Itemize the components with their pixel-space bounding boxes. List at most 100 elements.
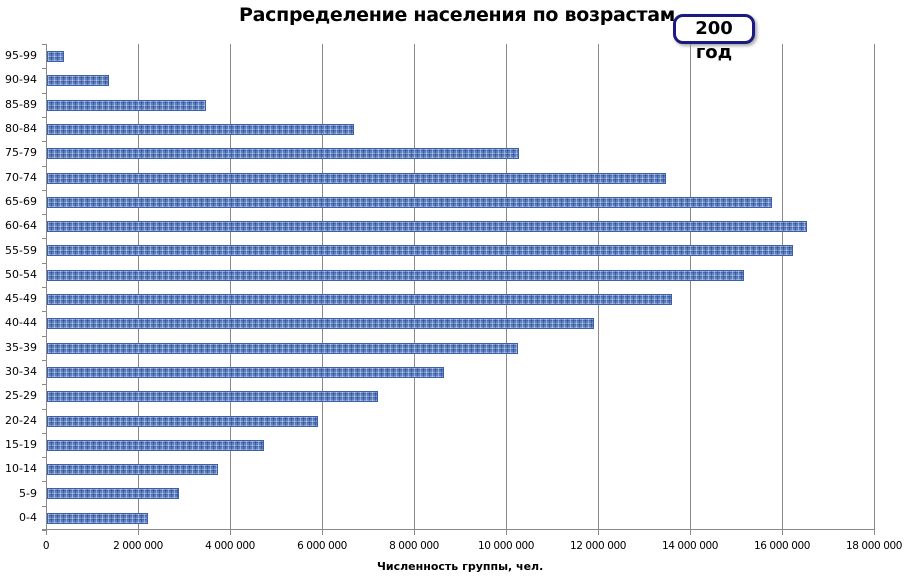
y-tick: [42, 141, 46, 143]
y-tick: [42, 287, 46, 288]
x-tick-label: 14 000 000: [661, 540, 719, 552]
chart-title: Распределение населения по возрастам: [0, 4, 908, 26]
year-badge: 200 год: [673, 14, 755, 63]
x-tick: [230, 530, 231, 535]
y-tick: [42, 238, 46, 240]
x-axis-line: [42, 529, 874, 530]
bar: [47, 439, 265, 451]
x-tick-label: 0: [42, 540, 50, 552]
gridline: [874, 44, 875, 530]
x-tick-label: 8 000 000: [389, 540, 439, 552]
bar-row: [46, 457, 874, 481]
category-label: 10-14: [5, 462, 37, 476]
category-label: 15-19: [5, 437, 37, 451]
x-tick-label: 2 000 000: [113, 540, 163, 552]
category-label: 80-84: [5, 122, 37, 136]
bar: [47, 366, 444, 378]
x-tick: [322, 530, 323, 535]
bar: [47, 269, 744, 281]
x-axis-title-text: Численность группы, чел.: [377, 560, 544, 573]
x-tick: [598, 530, 599, 535]
y-tick: [42, 311, 46, 313]
category-label: 40-44: [5, 316, 37, 330]
y-tick: [42, 214, 46, 216]
category-label: 65-69: [5, 194, 37, 208]
bar: [47, 221, 807, 233]
y-tick: [42, 408, 46, 410]
bar: [47, 294, 673, 305]
bar: [47, 488, 180, 500]
x-tick: [506, 530, 507, 535]
bar: [47, 342, 519, 354]
bar: [47, 196, 772, 208]
bar: [47, 512, 149, 524]
bar: [47, 51, 65, 62]
category-label: 50-54: [5, 267, 37, 281]
bar: [47, 415, 318, 427]
gridline: [414, 44, 415, 530]
bar-row: [46, 166, 874, 190]
gridline: [506, 44, 507, 530]
category-label: 35-39: [5, 340, 37, 354]
y-tick: [42, 530, 46, 531]
x-tick: [782, 530, 783, 535]
y-tick: [42, 262, 46, 264]
y-tick: [42, 432, 46, 434]
gridline: [230, 44, 231, 530]
bar-row: [46, 214, 874, 238]
bar-row: [46, 360, 874, 384]
bar-row: [46, 311, 874, 335]
category-label: 20-24: [5, 413, 37, 427]
x-tick-label: 18 000 000: [845, 540, 903, 552]
y-tick: [42, 335, 46, 337]
category-label: 30-34: [5, 365, 37, 379]
bar: [47, 464, 219, 476]
bar-row: [46, 384, 874, 408]
category-label: 45-49: [5, 292, 37, 306]
bar-row: [46, 190, 874, 214]
y-tick: [42, 384, 46, 386]
x-tick-label: 12 000 000: [569, 540, 627, 552]
y-axis-line: [46, 44, 47, 530]
bar-row: [46, 238, 874, 262]
bar-row: [46, 506, 874, 530]
y-tick: [42, 165, 46, 167]
bar-row: [46, 336, 874, 360]
bar: [47, 391, 379, 403]
bar: [47, 245, 794, 257]
bar-row: [46, 117, 874, 141]
bar: [47, 99, 207, 111]
gridline: [782, 44, 783, 530]
bar: [47, 172, 667, 184]
x-tick-label: 16 000 000: [753, 540, 811, 552]
bar-row: [46, 93, 874, 117]
category-label: 5-9: [19, 486, 37, 500]
category-label: 60-64: [5, 219, 37, 233]
category-label: 85-89: [5, 97, 37, 111]
x-tick: [414, 530, 415, 535]
category-label: 55-59: [5, 243, 37, 257]
y-tick: [42, 359, 46, 361]
y-tick: [42, 68, 46, 70]
x-tick: [138, 530, 139, 535]
category-label: 25-29: [5, 389, 37, 403]
category-label: 70-74: [5, 170, 37, 184]
gridline: [690, 44, 691, 530]
bar-row: [46, 409, 874, 433]
chart-title-text: Распределение населения по возрастам: [239, 4, 675, 26]
y-tick: [42, 92, 46, 94]
x-tick: [690, 530, 691, 535]
x-tick: [874, 530, 875, 535]
bar-row: [46, 68, 874, 92]
gridline: [138, 44, 139, 530]
category-label: 75-79: [5, 146, 37, 160]
bar-row: [46, 263, 874, 287]
bar-row: [46, 44, 874, 68]
gridline: [322, 44, 323, 530]
y-tick: [42, 189, 46, 191]
category-label: 90-94: [5, 73, 37, 87]
x-tick-label: 10 000 000: [477, 540, 535, 552]
x-tick: [46, 530, 47, 535]
bar-row: [46, 433, 874, 457]
category-label: 0-4: [19, 510, 37, 524]
